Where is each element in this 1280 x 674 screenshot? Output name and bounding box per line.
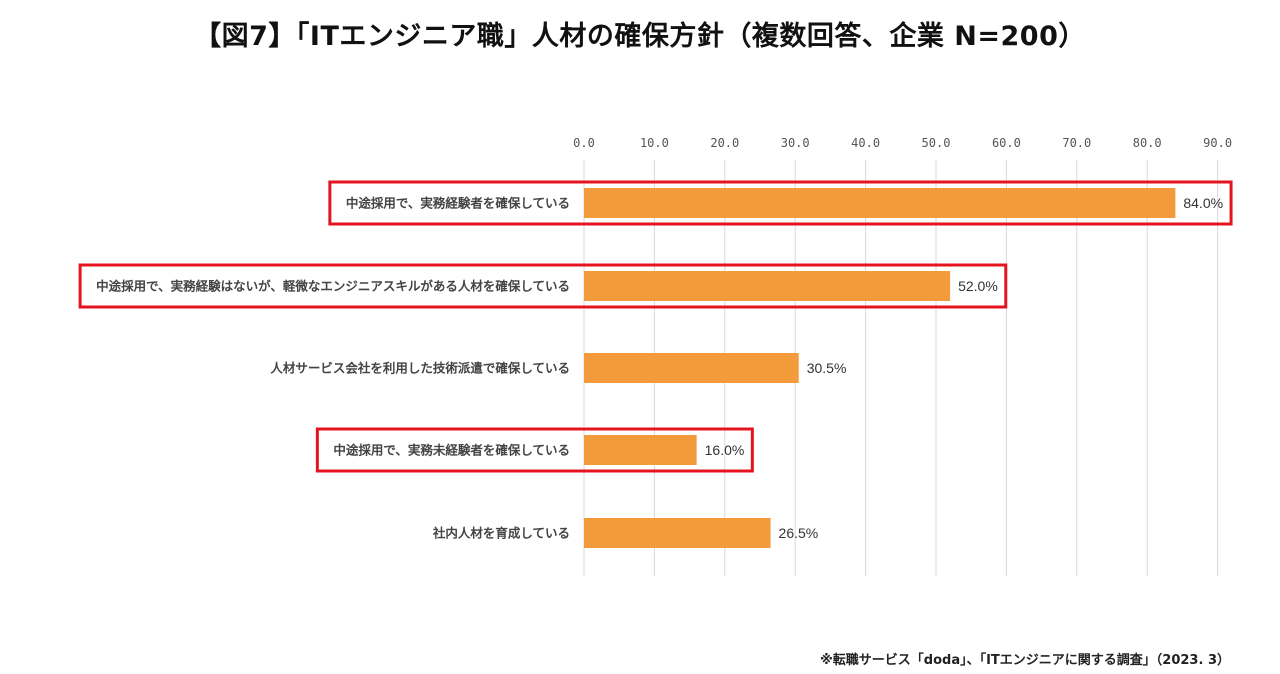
data-label: 26.5% <box>779 525 819 541</box>
x-tick-label: 90.0 <box>1203 136 1232 150</box>
source-note: ※転職サービス「doda」、「ITエンジニアに関する調査」（2023. 3） <box>820 653 1230 668</box>
category-label: 人材サービス会社を利用した技術派遣で確保している <box>270 361 570 376</box>
category-label: 中途採用で、実務未経験者を確保している <box>333 443 570 458</box>
data-label: 16.0% <box>705 442 745 458</box>
category-labels: 中途採用で、実務経験者を確保している中途採用で、実務経験はないが、軽微なエンジニ… <box>96 196 570 541</box>
data-label: 84.0% <box>1183 195 1223 211</box>
highlight-box <box>78 263 1008 309</box>
category-label: 中途採用で、実務経験はないが、軽微なエンジニアスキルがある人材を確保している <box>96 279 570 294</box>
x-tick-label: 40.0 <box>851 136 880 150</box>
x-tick-label: 80.0 <box>1133 136 1162 150</box>
data-label: 52.0% <box>958 278 998 294</box>
x-tick-label: 50.0 <box>922 136 951 150</box>
x-axis-ticks: 0.0 10.0 20.0 30.0 40.0 50.0 60.0 70.0 80.0 90.0 <box>573 136 1232 150</box>
x-tick-label: 10.0 <box>640 136 669 150</box>
x-tick-label: 30.0 <box>781 136 810 150</box>
category-label: 中途採用で、実務経験者を確保している <box>346 196 570 211</box>
highlight-box <box>328 180 1233 226</box>
x-tick-label: 20.0 <box>710 136 739 150</box>
bar <box>584 353 799 383</box>
category-label: 社内人材を育成している <box>432 526 570 541</box>
highlight-boxes <box>78 180 1233 473</box>
x-tick-label: 70.0 <box>1062 136 1091 150</box>
bar <box>584 435 697 465</box>
x-tick-label: 0.0 <box>573 136 595 150</box>
data-label: 30.5% <box>807 360 847 376</box>
bar <box>584 518 771 548</box>
bar <box>584 188 1176 218</box>
data-labels: 84.0% 52.0% 30.5% 16.0% 26.5% <box>705 195 1223 541</box>
x-tick-label: 60.0 <box>992 136 1021 150</box>
bars <box>584 188 1176 548</box>
bar <box>584 271 951 301</box>
highlight-box <box>315 427 754 473</box>
chart-title: 【図7】「ITエンジニア職」人材の確保方針（複数回答、企業 N=200） <box>194 21 1086 52</box>
